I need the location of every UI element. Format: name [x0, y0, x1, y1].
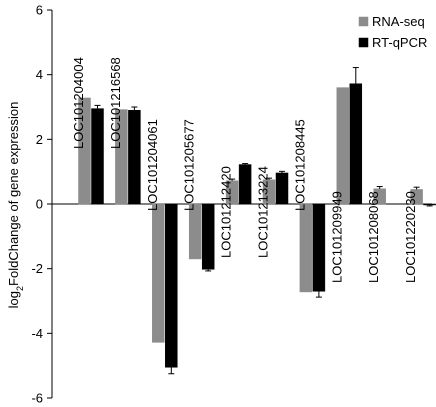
legend-swatch — [358, 37, 369, 48]
bar-rtqpcr — [275, 172, 289, 205]
bar-rtqpcr — [128, 109, 141, 205]
bar-rtqpcr — [312, 203, 326, 292]
bar-rtqpcr — [349, 83, 363, 205]
y-tick-label: -4 — [31, 326, 43, 341]
legend: RNA-seq RT-qPCR — [358, 14, 427, 50]
legend-swatch — [358, 16, 369, 27]
y-tick-label: -2 — [31, 261, 43, 276]
bar-rnaseq — [188, 203, 202, 260]
legend-label: RT-qPCR — [372, 35, 427, 50]
y-tick-label: 0 — [36, 197, 43, 212]
bars — [78, 67, 436, 375]
bar-rtqpcr — [91, 108, 104, 205]
category-label: LOC101213224 — [256, 166, 271, 258]
bar-rtqpcr — [238, 164, 252, 205]
bar-rtqpcr — [165, 203, 178, 368]
bar-rtqpcr — [201, 203, 215, 270]
category-label: LOC101220230 — [403, 191, 418, 283]
category-label: LOC101204004 — [71, 57, 86, 149]
bar-rtqpcr — [423, 203, 436, 206]
y-axis-label: log2FoldChange of gene expression — [6, 102, 25, 309]
y-tick-label: 6 — [36, 3, 43, 18]
category-label: LOC101216568 — [108, 57, 123, 149]
category-labels: LOC101204004 LOC101216568 LOC101204061 LOC1… — [71, 57, 418, 283]
bar-rnaseq — [299, 203, 313, 293]
category-label: LOC101205677 — [182, 119, 197, 211]
y-tick-label: 4 — [36, 67, 43, 82]
category-label: LOC101209949 — [329, 191, 344, 283]
category-label: LOC101204061 — [145, 119, 160, 211]
bar-rnaseq — [115, 109, 128, 205]
bar-rnaseq — [336, 87, 350, 205]
bar-rnaseq — [152, 203, 165, 343]
category-label: LOC101212420 — [219, 166, 234, 258]
category-label: LOC101208068 — [366, 191, 381, 283]
legend-label: RNA-seq — [372, 14, 425, 29]
bar-rnaseq — [78, 97, 91, 205]
category-label: LOC101208445 — [292, 119, 307, 211]
y-tick-label: -6 — [31, 391, 43, 406]
y-tick-label: 2 — [36, 132, 43, 147]
